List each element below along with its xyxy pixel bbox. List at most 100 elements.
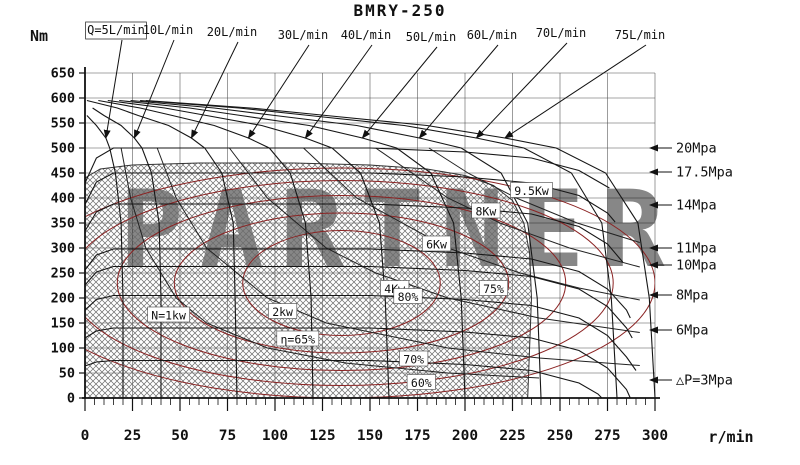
chart-generated-content: PARTNERN=1kw2kw4Kw6Kw8Kw9.5Kw60%η=65%70%… [51,21,733,445]
y-tick-label: 500 [51,141,75,157]
y-tick-label: 200 [51,291,75,307]
x-tick-label: 100 [262,428,288,444]
efficiency-label: 75% [483,282,504,296]
pressure-curve [84,359,603,399]
flow-label: 20L/min [207,25,258,39]
efficiency-contour [85,180,614,386]
flow-label: 60L/min [467,28,518,42]
efficiency-label-box [399,350,429,367]
y-axis-unit: Nm [30,27,48,45]
flow-arrow [361,46,438,139]
efficiency-label: 80% [398,290,419,304]
power-label: 6Kw [426,238,447,252]
y-tick-label: 350 [51,216,75,232]
x-tick-label: 25 [124,428,141,444]
pressure-label: 14Mpa [676,198,717,214]
x-tick-label: 150 [357,428,383,444]
flow-arrow [190,41,239,139]
pressure-curve [84,294,637,371]
x-tick-label: 0 [81,428,90,444]
flow-arrow [247,44,310,139]
flow-curves [86,99,656,399]
power-curve [120,147,540,379]
efficiency-label-box [276,330,320,347]
x-tick-label: 50 [171,428,188,444]
power-label-box [268,303,298,319]
efficiency-contour [173,212,510,354]
efficiency-contour [116,195,567,371]
x-axis-unit: r/min [708,428,753,446]
x-tick-label: 125 [309,428,335,444]
flow-arrow [103,39,123,139]
flow-curve [98,99,314,399]
power-label-box [421,235,451,252]
power-label: 2kw [272,305,293,319]
flow-curve [107,99,390,399]
pressure-label: 11Mpa [676,241,717,257]
flow-curve [145,99,656,399]
flow-label: 10L/min [143,23,194,37]
x-tick-label: 250 [547,428,573,444]
flow-curve [86,99,238,399]
pressure-label: 17.5Mpa [676,165,733,181]
power-label-box [510,182,553,198]
power-curve [303,147,640,301]
y-tick-label: 150 [51,316,75,332]
power-label: N=1kw [151,309,186,323]
flow-arrow [304,44,373,139]
y-tick-label: 450 [51,166,75,182]
efficiency-contour [242,230,441,336]
flow-arrow [504,44,647,139]
axes [79,67,660,411]
x-tick-label: 200 [452,428,478,444]
pressure-label: △P=3Mpa [676,373,733,389]
flow-curve [140,99,618,399]
pressure-curve [84,147,610,189]
flow-curve [119,99,466,399]
pressure-curve [84,248,631,319]
y-tick-label: 0 [67,391,75,407]
x-tick-label: 175 [404,428,430,444]
flow-arrow [475,42,568,139]
power-curve [229,147,640,333]
y-tick-label: 400 [51,191,75,207]
flow-curve [130,99,542,399]
flow-label: 30L/min [278,28,329,42]
y-tick-label: 300 [51,241,75,257]
power-curve [428,147,640,243]
efficiency-label: 60% [411,376,432,390]
pressure-label: 8Mpa [676,288,709,304]
flow-arrow [133,39,175,139]
x-tick-label: 275 [594,428,620,444]
operating-zone-hatch [84,162,533,399]
y-tick-label: 550 [51,116,75,132]
pressure-curve [84,265,633,339]
efficiency-contour [85,167,655,398]
power-label: 9.5Kw [514,184,549,198]
pressure-curve [84,327,631,399]
flow-label: 70L/min [536,26,587,40]
flow-label: 75L/min [615,28,666,42]
power-label-box [147,306,190,323]
chart-title: BMRY-250 [353,1,446,20]
pressure-curve [84,203,624,263]
y-tick-label: 100 [51,341,75,357]
pressure-curves [84,147,637,399]
y-tick-label: 50 [59,366,75,382]
x-tick-label: 75 [219,428,236,444]
flow-label: Q=5L/min [87,23,145,37]
x-tick-label: 225 [499,428,525,444]
tick-labels: 0 50 100 150 200 250 300 350 400 450 500 550 600 650 0… [51,66,668,445]
flow-label-box [85,21,147,40]
flow-curve [92,107,162,398]
efficiency-label: η=65% [280,333,315,347]
efficiency-label-box [393,288,423,304]
pressure-label: 6Mpa [676,323,709,339]
y-tick-label: 600 [51,91,75,107]
efficiency-label-box [406,374,436,390]
